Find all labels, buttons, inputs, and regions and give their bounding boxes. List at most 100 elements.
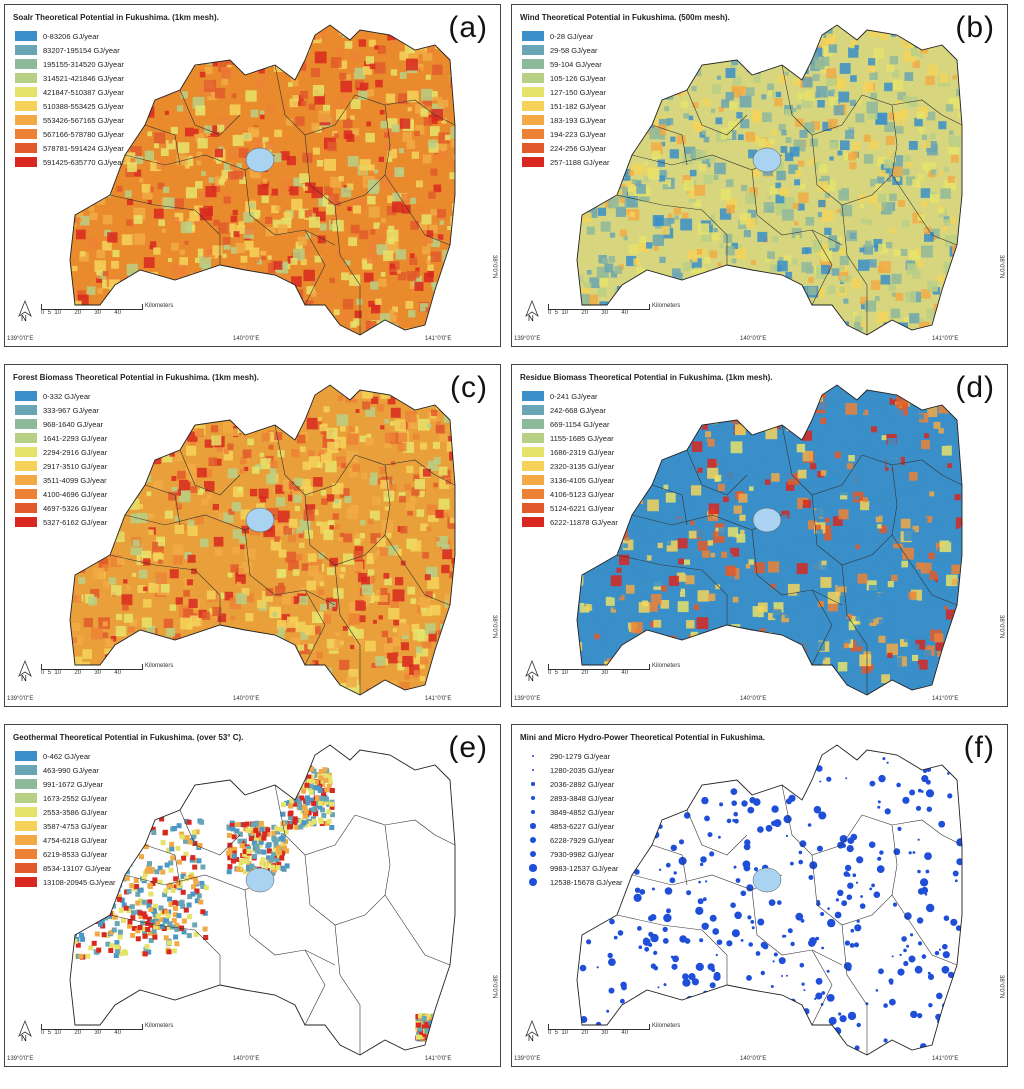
raster-cell bbox=[855, 636, 866, 647]
raster-cell bbox=[797, 92, 804, 100]
raster-cell bbox=[380, 588, 388, 596]
geothermal-cell bbox=[226, 869, 232, 875]
raster-cell bbox=[124, 190, 132, 198]
raster-cell bbox=[821, 66, 828, 74]
legend-item: 669-1154 GJ/year bbox=[522, 417, 618, 431]
raster-cell bbox=[922, 423, 933, 434]
hydro-site-dot bbox=[658, 770, 665, 778]
raster-cell bbox=[218, 61, 230, 73]
raster-cell bbox=[694, 518, 702, 527]
raster-cell bbox=[363, 66, 372, 75]
geothermal-cell bbox=[153, 924, 159, 930]
raster-cell bbox=[290, 78, 299, 87]
raster-cell bbox=[332, 220, 344, 232]
raster-cell bbox=[96, 270, 102, 276]
hydro-site-dot bbox=[614, 1048, 619, 1053]
raster-cell bbox=[458, 168, 462, 172]
legend-swatch bbox=[15, 793, 37, 803]
geothermal-cell bbox=[289, 767, 295, 773]
raster-cell bbox=[732, 596, 739, 603]
hydro-site-dot bbox=[847, 882, 854, 889]
raster-cell bbox=[750, 387, 759, 396]
raster-cell bbox=[926, 592, 934, 600]
raster-cell bbox=[662, 76, 674, 88]
geothermal-cell bbox=[123, 861, 129, 867]
raster-cell bbox=[330, 176, 341, 188]
municipal-border bbox=[891, 104, 898, 176]
raster-cell bbox=[633, 289, 642, 298]
raster-cell bbox=[299, 29, 304, 34]
raster-cell bbox=[76, 229, 86, 240]
raster-cell bbox=[199, 256, 211, 268]
geothermal-cell bbox=[105, 933, 111, 938]
raster-cell bbox=[278, 190, 283, 196]
raster-cell bbox=[308, 456, 321, 468]
raster-cell bbox=[88, 596, 97, 606]
raster-cell bbox=[276, 292, 283, 299]
raster-cell bbox=[788, 164, 798, 174]
raster-cell bbox=[118, 504, 127, 513]
geothermal-cell bbox=[70, 934, 74, 940]
raster-cell bbox=[631, 127, 640, 136]
raster-cell bbox=[669, 70, 676, 76]
geothermal-cell bbox=[152, 877, 158, 883]
raster-cell bbox=[802, 430, 813, 441]
raster-cell bbox=[236, 45, 245, 54]
north-label: N bbox=[21, 314, 27, 323]
raster-cell bbox=[427, 577, 440, 589]
raster-cell bbox=[130, 54, 139, 63]
geothermal-cell bbox=[187, 914, 192, 920]
raster-cell bbox=[768, 313, 780, 325]
raster-cell bbox=[706, 300, 712, 306]
legend-swatch bbox=[15, 751, 37, 761]
geothermal-cell bbox=[175, 845, 181, 851]
raster-cell bbox=[692, 396, 699, 403]
legend-swatch bbox=[15, 863, 37, 873]
raster-cell bbox=[707, 593, 716, 601]
hydro-site-dot bbox=[731, 929, 740, 938]
raster-cell bbox=[291, 695, 299, 703]
raster-cell bbox=[590, 535, 596, 542]
raster-cell bbox=[626, 196, 638, 208]
raster-cell bbox=[967, 177, 973, 183]
raster-cell bbox=[754, 676, 766, 688]
raster-cell bbox=[699, 442, 708, 451]
geothermal-cell bbox=[290, 783, 296, 789]
raster-cell bbox=[719, 243, 724, 249]
raster-cell bbox=[242, 449, 252, 459]
raster-cell bbox=[174, 489, 181, 496]
raster-cell bbox=[268, 280, 277, 290]
raster-cell bbox=[857, 573, 868, 584]
raster-cell bbox=[643, 99, 652, 107]
raster-cell bbox=[229, 163, 236, 170]
raster-cell bbox=[821, 210, 834, 222]
raster-cell bbox=[278, 306, 287, 314]
legend-swatch bbox=[15, 433, 37, 443]
raster-cell bbox=[136, 53, 143, 61]
raster-cell bbox=[122, 489, 131, 498]
raster-cell bbox=[900, 429, 907, 437]
raster-cell bbox=[725, 565, 736, 576]
raster-cell bbox=[307, 308, 313, 314]
legend-swatch bbox=[522, 87, 544, 97]
raster-cell bbox=[705, 506, 711, 511]
raster-cell bbox=[114, 495, 126, 507]
raster-cell bbox=[785, 471, 794, 480]
raster-cell bbox=[839, 256, 849, 266]
raster-cell bbox=[955, 262, 962, 271]
raster-cell bbox=[138, 569, 148, 579]
raster-cell bbox=[323, 530, 334, 541]
raster-cell bbox=[931, 169, 937, 175]
raster-cell bbox=[756, 410, 763, 416]
raster-cell bbox=[243, 466, 249, 472]
raster-cell bbox=[722, 678, 731, 687]
geothermal-cell bbox=[190, 855, 196, 861]
raster-cell bbox=[816, 529, 823, 536]
raster-cell bbox=[425, 591, 433, 599]
geothermal-cell bbox=[262, 866, 268, 871]
raster-cell bbox=[297, 236, 307, 246]
raster-cell bbox=[438, 434, 447, 442]
raster-cell bbox=[317, 673, 328, 685]
raster-cell bbox=[258, 306, 267, 315]
raster-cell bbox=[954, 412, 962, 423]
